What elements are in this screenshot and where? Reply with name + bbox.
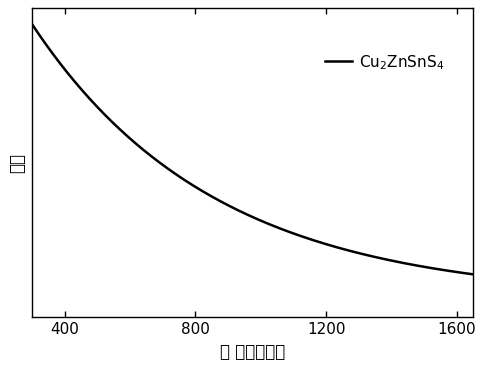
X-axis label: 波 长（纳米）: 波 长（纳米） xyxy=(220,343,285,361)
Y-axis label: 强度: 强度 xyxy=(8,153,26,173)
Legend: Cu$_2$ZnSnS$_4$: Cu$_2$ZnSnS$_4$ xyxy=(325,53,444,72)
